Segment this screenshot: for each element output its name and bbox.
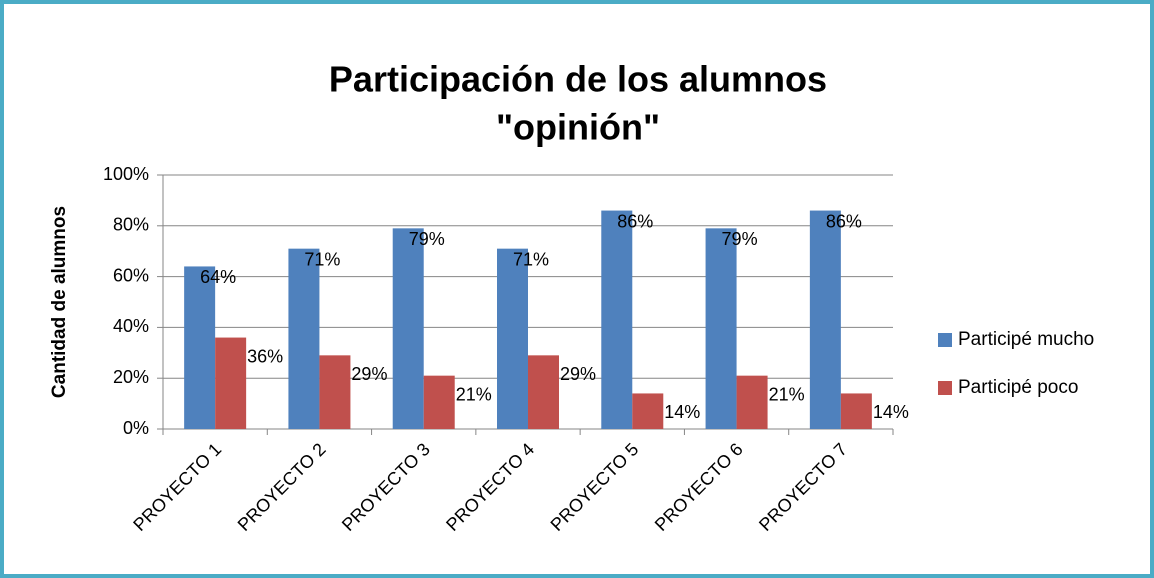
y-tick-label: 40% [113, 316, 149, 336]
data-label: 21% [769, 384, 805, 404]
chart-title: Participación de los alumnos [329, 59, 827, 100]
bar [632, 393, 664, 429]
y-tick-label: 60% [113, 265, 149, 285]
data-label: 14% [664, 402, 700, 422]
data-label: 64% [200, 267, 236, 287]
legend-swatch [938, 333, 952, 347]
data-label: 71% [513, 249, 549, 269]
data-label: 29% [560, 364, 596, 384]
data-label: 71% [304, 249, 340, 269]
bar [809, 210, 841, 429]
data-label: 36% [247, 346, 283, 366]
y-axis-label: Cantidad de alumnos [49, 206, 70, 398]
data-label: 21% [456, 384, 492, 404]
bar [528, 355, 559, 429]
legend-label: Participé mucho [958, 329, 1094, 350]
bar [288, 248, 320, 429]
legend-label: Participé poco [958, 377, 1078, 398]
legend-swatch [938, 381, 952, 395]
data-label: 86% [826, 211, 862, 231]
chart-title: "opinión" [496, 107, 660, 148]
bar [705, 228, 737, 429]
data-label: 14% [873, 402, 909, 422]
bar [497, 248, 528, 429]
bar [319, 355, 351, 429]
y-tick-label: 20% [113, 367, 149, 387]
bar [392, 228, 424, 429]
y-tick-label: 80% [113, 215, 149, 235]
data-label: 29% [351, 364, 387, 384]
data-label: 79% [722, 229, 758, 249]
y-tick-label: 100% [103, 164, 149, 184]
bar [736, 375, 768, 429]
bar [423, 375, 455, 429]
bar [184, 266, 216, 429]
data-label: 79% [409, 229, 445, 249]
bar [840, 393, 872, 429]
bar [215, 337, 247, 429]
bar [601, 210, 633, 429]
data-label: 86% [617, 211, 653, 231]
y-tick-label: 0% [123, 418, 149, 438]
